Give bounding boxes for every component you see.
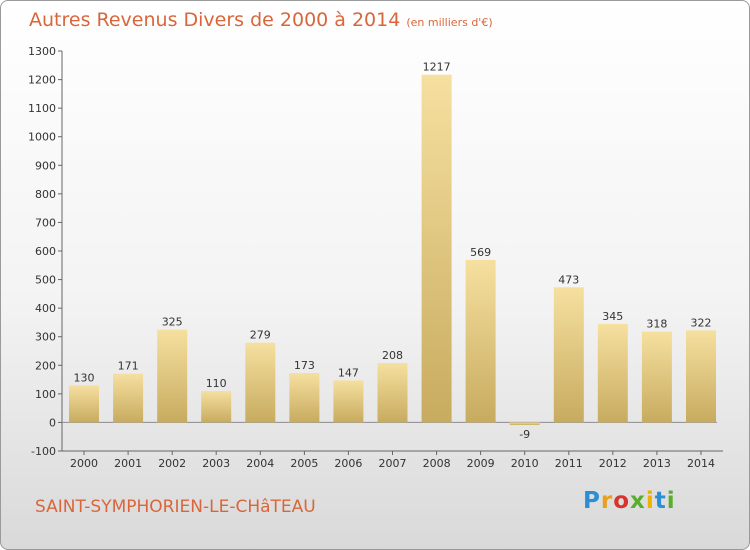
- x-tick-label-2013: 2013: [643, 457, 671, 470]
- x-tick-label-2011: 2011: [555, 457, 583, 470]
- place-name: SAINT-SYMPHORIEN-LE-CHâTEAU: [35, 497, 316, 517]
- y-tick-label: -100: [31, 445, 56, 458]
- y-tick-label: 1200: [28, 74, 56, 87]
- x-tick-label-2008: 2008: [423, 457, 451, 470]
- value-label-2007: 208: [382, 349, 403, 362]
- value-label-2013: 318: [646, 318, 667, 331]
- chart-title-text: Autres Revenus Divers de 2000 à 2014: [29, 9, 401, 31]
- bar-2006: [333, 380, 364, 423]
- proxiti-logo: Proxiti: [583, 488, 676, 514]
- bar-2001: [113, 373, 144, 423]
- y-tick-label: 500: [35, 274, 56, 287]
- y-tick-label: 1000: [28, 131, 56, 144]
- value-label-2009: 569: [470, 246, 491, 259]
- y-tick-label: 800: [35, 188, 56, 201]
- y-tick-label: 0: [49, 416, 56, 429]
- value-label-2005: 173: [294, 359, 315, 372]
- x-tick-label-2010: 2010: [511, 457, 539, 470]
- x-tick-label-2003: 2003: [202, 457, 230, 470]
- bar-2007: [377, 363, 408, 423]
- y-tick-label: 900: [35, 159, 56, 172]
- bar-2014: [686, 330, 716, 423]
- bar-2000: [69, 385, 99, 423]
- x-tick-label-2007: 2007: [379, 457, 407, 470]
- value-label-2008: 1217: [423, 61, 451, 74]
- value-label-2011: 473: [558, 273, 579, 286]
- bar-2012: [597, 323, 628, 423]
- x-tick-label-2009: 2009: [467, 457, 495, 470]
- value-label-2012: 345: [602, 310, 623, 323]
- y-tick-label: 600: [35, 245, 56, 258]
- x-tick-label-2005: 2005: [290, 457, 318, 470]
- y-tick-label: 400: [35, 302, 56, 315]
- bar-2008: [421, 74, 452, 423]
- chart-subtitle: (en milliers d'€): [406, 16, 493, 29]
- value-label-2000: 130: [74, 371, 95, 384]
- y-tick-label: 1100: [28, 102, 56, 115]
- bar-2010: [509, 422, 540, 425]
- chart-title: Autres Revenus Divers de 2000 à 2014 (en …: [29, 9, 493, 31]
- y-tick-label: 100: [35, 388, 56, 401]
- x-tick-label-2002: 2002: [158, 457, 186, 470]
- x-tick-label-2006: 2006: [334, 457, 362, 470]
- value-label-2001: 171: [118, 360, 139, 373]
- x-tick-label-2012: 2012: [599, 457, 627, 470]
- y-tick-label: 1300: [28, 45, 56, 58]
- x-tick-label-2004: 2004: [246, 457, 274, 470]
- bar-2005: [289, 373, 320, 423]
- bar-2003: [201, 391, 232, 423]
- value-label-2003: 110: [206, 377, 227, 390]
- value-label-2002: 325: [162, 316, 183, 329]
- y-tick-label: 200: [35, 359, 56, 372]
- x-tick-label-2000: 2000: [70, 457, 98, 470]
- value-label-2006: 147: [338, 366, 359, 379]
- bar-2013: [641, 331, 672, 423]
- y-tick-label: 700: [35, 216, 56, 229]
- value-label-2004: 279: [250, 329, 271, 342]
- bar-2011: [553, 287, 584, 423]
- value-label-2010: -9: [519, 428, 530, 441]
- bar-2004: [245, 342, 276, 423]
- x-tick-label-2014: 2014: [687, 457, 715, 470]
- x-tick-label-2001: 2001: [114, 457, 142, 470]
- y-tick-label: 300: [35, 331, 56, 344]
- value-label-2014: 322: [691, 316, 712, 329]
- bar-2009: [465, 259, 496, 423]
- bar-2002: [157, 329, 188, 423]
